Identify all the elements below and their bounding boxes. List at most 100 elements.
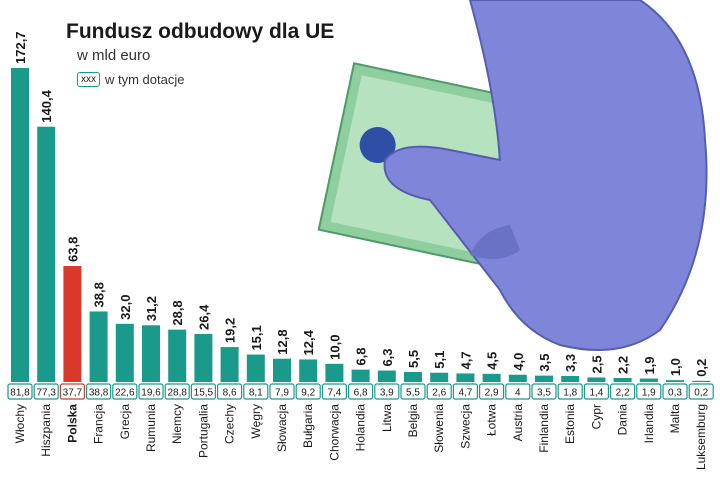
grant-box <box>164 383 190 400</box>
bar <box>11 68 29 382</box>
bar <box>37 126 56 383</box>
bar <box>404 372 422 382</box>
grant-label: 4 <box>515 388 521 399</box>
grant-label: 8,6 <box>223 388 237 399</box>
category-label: Bułgaria <box>301 404 315 448</box>
category-label: Grecja <box>118 404 132 440</box>
grant-label: 0,2 <box>694 388 708 399</box>
grant-box <box>400 383 426 400</box>
grant-label: 5,5 <box>406 388 420 399</box>
bar <box>692 380 711 382</box>
data-label: 0,2 <box>694 359 709 377</box>
category-label: Hiszpania <box>39 404 53 457</box>
bar <box>561 376 580 382</box>
data-label: 2,5 <box>589 355 604 373</box>
grant-label: 6,8 <box>354 388 368 399</box>
grant-box <box>112 383 138 400</box>
category-label: Francja <box>92 404 106 444</box>
grant-label: 37,7 <box>63 388 83 399</box>
category-label: Polska <box>65 404 79 443</box>
category-label: Czechy <box>223 404 237 444</box>
bar <box>482 373 501 382</box>
category-label: Szwecja <box>458 404 472 449</box>
category-label: Łotwa <box>485 404 499 436</box>
data-label: 3,5 <box>537 354 552 372</box>
grant-label: 81,8 <box>10 388 30 399</box>
grant-label: 1,9 <box>642 388 656 399</box>
grant-box <box>374 383 400 400</box>
grant-box <box>217 383 243 400</box>
bar <box>456 373 475 382</box>
grant-box <box>479 383 505 400</box>
data-label: 1,0 <box>668 358 683 376</box>
grant-label: 7,9 <box>275 388 289 399</box>
grant-box <box>295 383 321 400</box>
grant-box <box>85 383 112 400</box>
bar <box>666 380 684 382</box>
data-label: 4,7 <box>458 351 473 369</box>
category-label: Dania <box>616 404 630 436</box>
data-label: 31,2 <box>144 296 159 321</box>
grant-box <box>59 383 86 400</box>
grant-box <box>452 383 478 400</box>
data-label: 5,5 <box>406 350 421 368</box>
data-label: 26,4 <box>196 304 211 330</box>
category-label: Niemcy <box>170 404 184 444</box>
grant-label: 0,3 <box>668 388 682 399</box>
category-label: Belgia <box>406 404 420 438</box>
category-label: Estonia <box>563 404 577 444</box>
category-label: Węgry <box>249 404 263 439</box>
bar <box>613 378 632 382</box>
grant-box <box>138 383 164 400</box>
category-label: Portugalia <box>196 404 210 458</box>
bar <box>377 370 396 382</box>
category-label: Malta <box>668 404 682 434</box>
bar <box>220 347 239 382</box>
bar <box>168 329 187 382</box>
grant-box <box>557 383 583 400</box>
grant-label: 3,9 <box>380 388 394 399</box>
grant-box <box>609 383 636 400</box>
data-label: 38,8 <box>92 282 107 307</box>
legend-text: w tym dotacje <box>105 72 185 87</box>
grant-box <box>243 383 269 400</box>
data-label: 19,2 <box>223 318 238 343</box>
bar <box>325 363 344 382</box>
category-label: Austria <box>511 404 525 442</box>
category-label: Chorwacja <box>327 404 341 461</box>
category-label: Cypr <box>589 404 603 429</box>
grant-label: 2,2 <box>616 388 630 399</box>
bar <box>430 372 449 382</box>
bar <box>508 374 527 382</box>
data-label: 6,8 <box>354 348 369 366</box>
category-label: Rumunia <box>144 404 158 452</box>
grant-box <box>531 383 557 400</box>
data-label: 3,3 <box>563 354 578 372</box>
bar <box>639 378 658 382</box>
grant-label: 28,8 <box>167 388 187 399</box>
category-label: Słowacja <box>275 404 289 452</box>
bar <box>587 377 606 382</box>
bar <box>142 325 160 382</box>
grant-box <box>269 383 295 400</box>
grant-box <box>426 383 452 400</box>
grant-label: 1,4 <box>589 388 603 399</box>
grant-box <box>348 383 374 400</box>
grant-label: 38,8 <box>89 388 109 399</box>
bar <box>299 359 318 382</box>
grant-label: 7,4 <box>327 388 341 399</box>
grant-box <box>636 383 662 400</box>
category-label: Włochy <box>13 404 27 443</box>
data-label: 15,1 <box>249 325 264 350</box>
grant-label: 15,5 <box>194 388 214 399</box>
grant-label: 9,2 <box>301 388 315 399</box>
bar <box>89 311 108 382</box>
grant-box <box>7 383 33 400</box>
grant-label: 77,3 <box>36 388 56 399</box>
grant-label: 22,6 <box>115 388 135 399</box>
grant-box <box>33 383 59 400</box>
bars-group: 172,7 81,8 Włochy 140,4 77,3 Hiszpania 63,8 37,… <box>7 31 714 470</box>
category-label: Słowenia <box>432 404 446 453</box>
category-label: Finlandia <box>537 404 551 453</box>
